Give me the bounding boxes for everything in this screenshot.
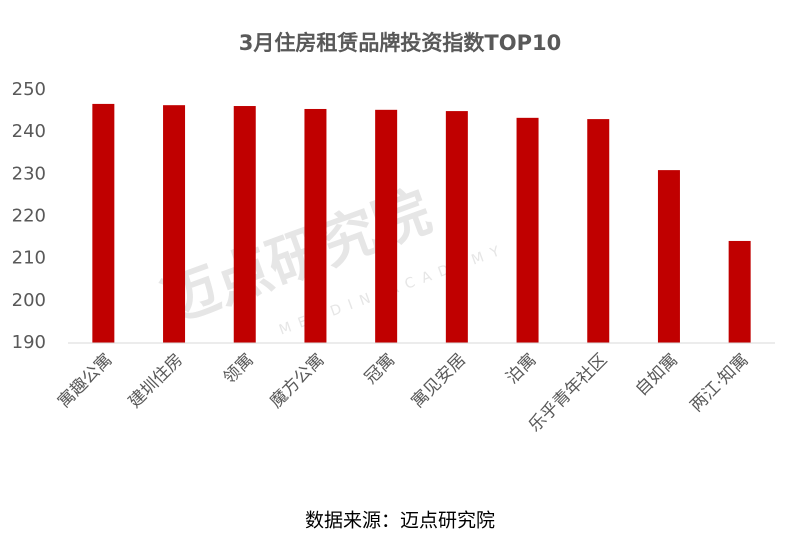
chart-title: 3月住房租赁品牌投资指数TOP10	[239, 31, 561, 55]
bar	[375, 109, 398, 344]
x-tick-label: 泊寓	[502, 350, 540, 388]
bar	[587, 119, 610, 343]
bar	[516, 117, 539, 343]
x-tick-label: 寓趣公寓	[54, 350, 116, 412]
bar	[728, 240, 751, 343]
x-tick-label: 领寓	[220, 350, 258, 388]
bar	[304, 108, 327, 343]
bar	[92, 103, 115, 343]
x-tick-label: 建圳住房	[125, 350, 187, 412]
x-tick-label: 冠寓	[361, 350, 399, 388]
bar	[233, 106, 256, 343]
bar	[657, 170, 680, 343]
x-tick-label: 魔方公寓	[266, 350, 328, 412]
y-tick-label: 210	[12, 248, 46, 269]
y-tick-label: 220	[12, 206, 46, 227]
y-tick-label: 200	[12, 290, 46, 311]
bar	[163, 105, 186, 344]
x-tick-label: 两江·知寓	[687, 350, 753, 416]
x-tick-label: 寓见安居	[408, 350, 470, 412]
y-tick-label: 240	[12, 121, 46, 142]
x-tick-label: 自如寓	[632, 350, 682, 400]
bar	[445, 111, 468, 343]
y-tick-label: 230	[12, 163, 46, 184]
y-tick-label: 250	[12, 79, 46, 100]
y-tick-label: 190	[12, 332, 46, 353]
source: 数据来源：迈点研究院	[305, 510, 495, 532]
